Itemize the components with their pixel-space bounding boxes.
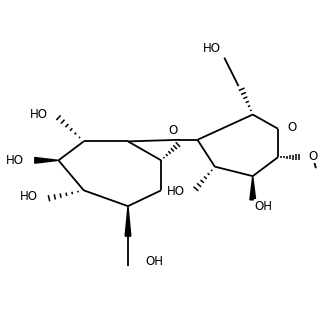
Text: HO: HO (30, 108, 48, 121)
Text: HO: HO (20, 190, 38, 203)
Polygon shape (250, 176, 256, 200)
Text: HO: HO (6, 154, 24, 167)
Text: O: O (169, 124, 178, 137)
Text: HO: HO (167, 185, 185, 198)
Polygon shape (35, 158, 58, 163)
Text: O: O (288, 121, 297, 134)
Text: OH: OH (254, 200, 272, 213)
Text: O: O (308, 150, 317, 163)
Text: HO: HO (203, 42, 221, 55)
Polygon shape (125, 206, 131, 236)
Text: OH: OH (145, 255, 163, 268)
